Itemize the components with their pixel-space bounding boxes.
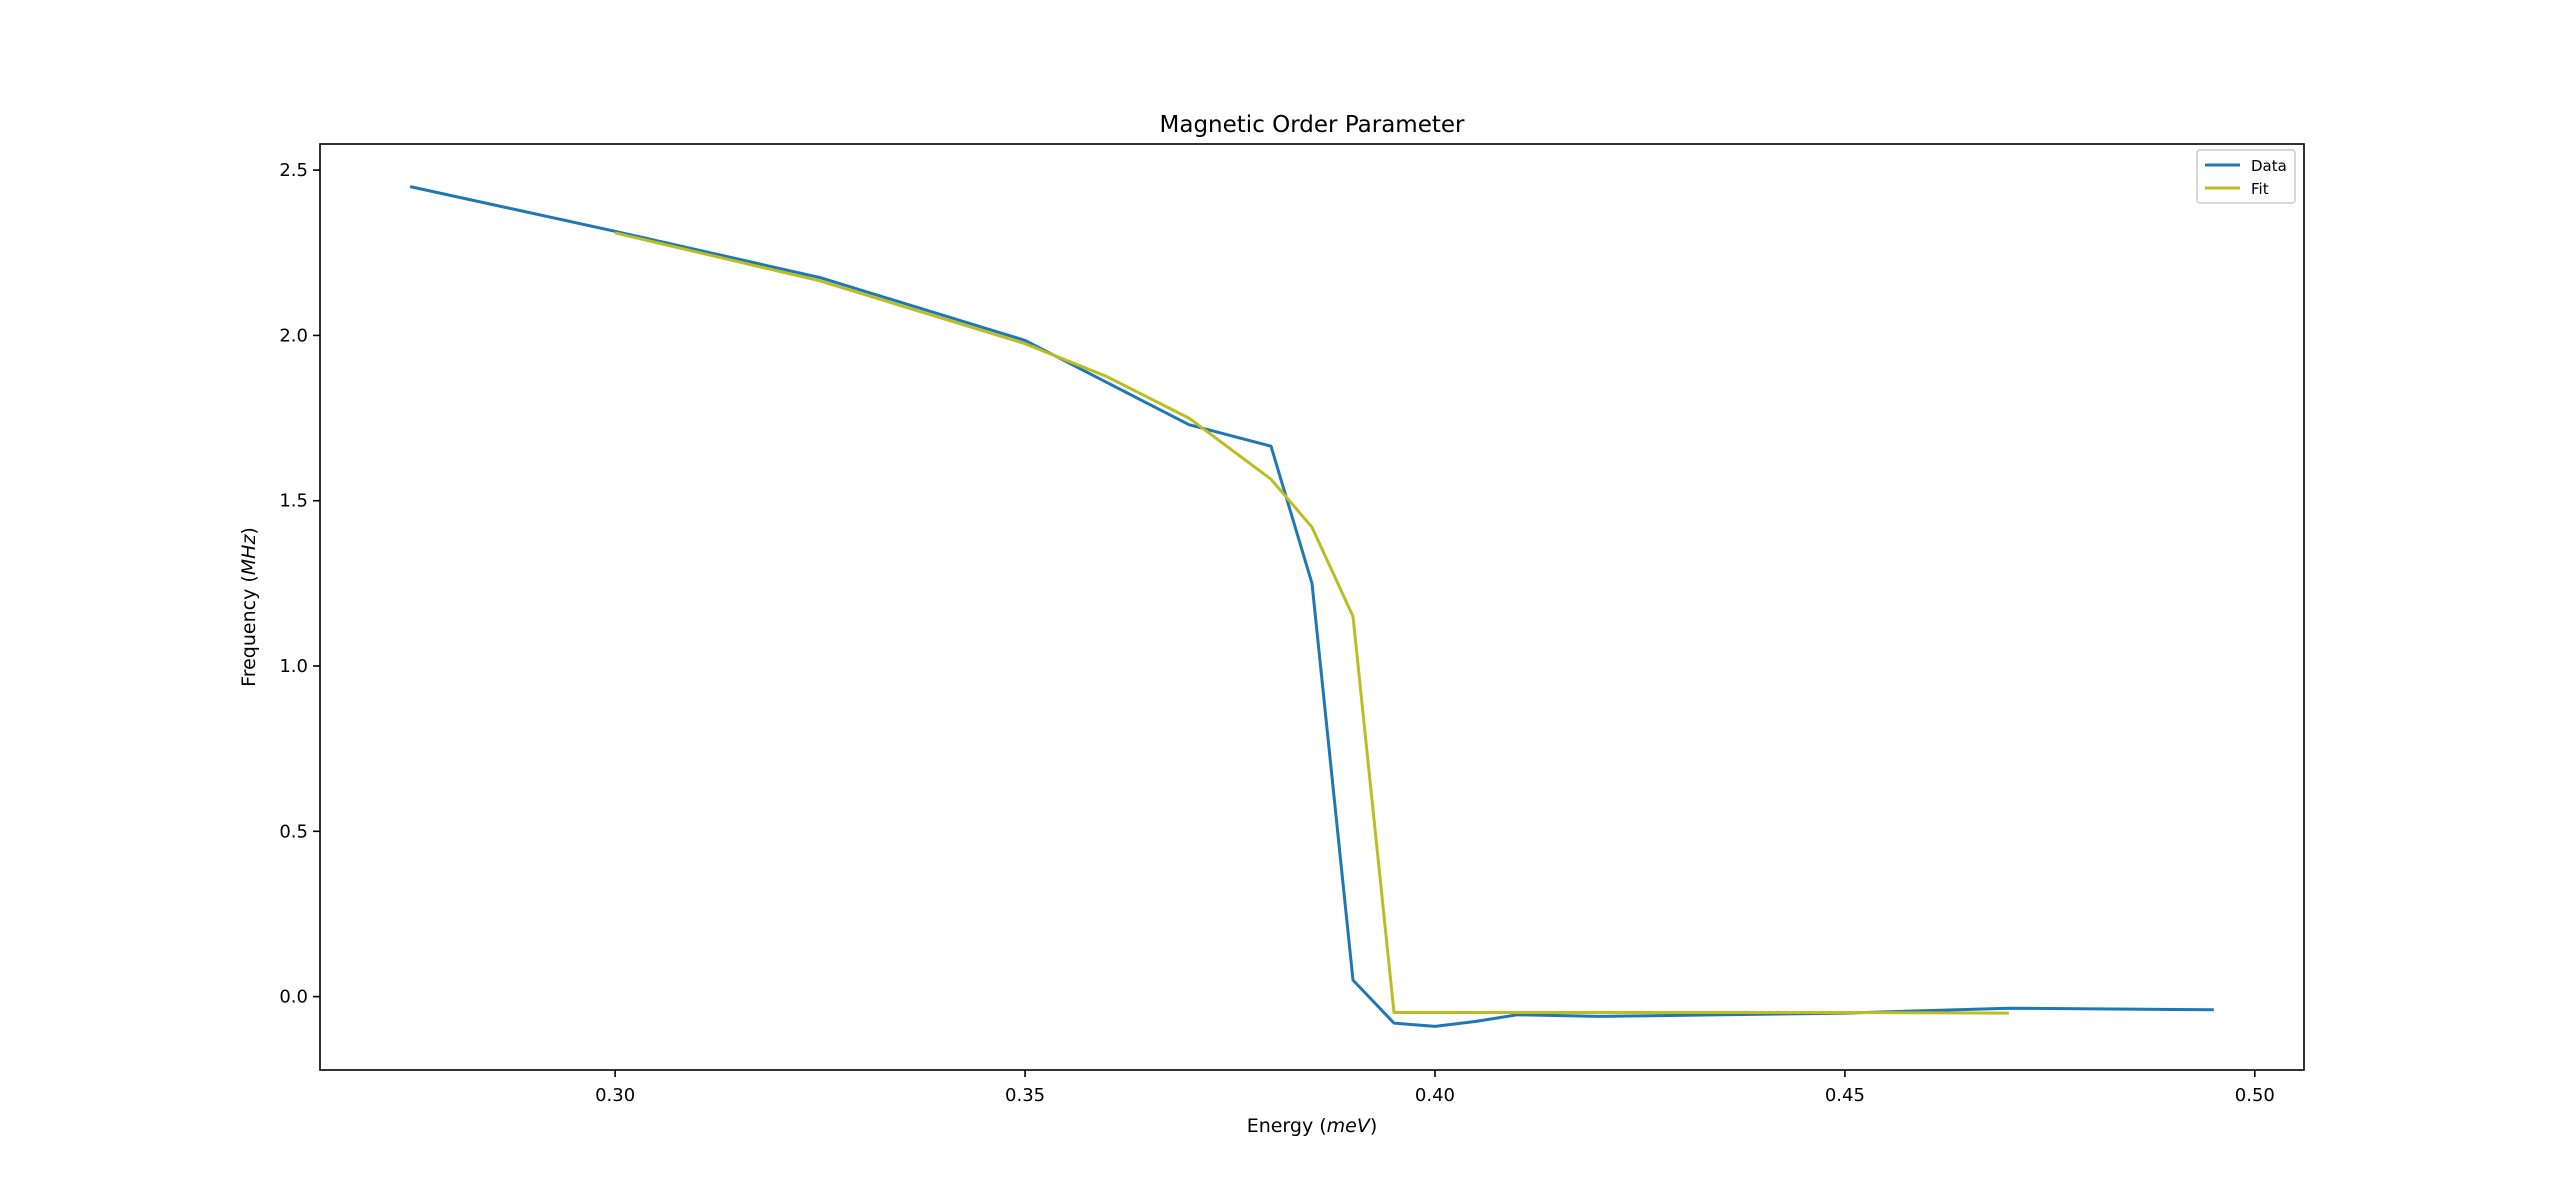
y-tick-label: 1.0 — [279, 656, 308, 677]
plot-area — [319, 143, 2305, 1071]
x-tick-label: 0.30 — [595, 1085, 635, 1106]
y-tick-label: 2.5 — [279, 160, 308, 181]
legend: Data Fit — [2196, 149, 2296, 204]
y-tick-label: 0.0 — [279, 987, 308, 1008]
y-tick-label: 0.5 — [279, 821, 308, 842]
axes-frame — [319, 143, 2305, 1071]
x-tick-label: 0.45 — [1825, 1085, 1865, 1106]
y-axis-label: Frequency (MHz) — [238, 527, 260, 687]
x-tick-label: 0.35 — [1005, 1085, 1045, 1106]
y-tick-label: 1.5 — [279, 491, 308, 512]
y-axis: 0.0 0.5 1.0 1.5 2.0 2.5 — [279, 160, 320, 1008]
series-line-fit — [614, 231, 2009, 1015]
x-tick-label: 0.40 — [1415, 1085, 1455, 1106]
legend-label-fit: Fit — [2251, 180, 2269, 198]
x-axis-label: Energy (meV) — [1247, 1115, 1378, 1137]
legend-frame — [2196, 149, 2296, 204]
y-tick-label: 2.0 — [279, 325, 308, 346]
chart-title: Magnetic Order Parameter — [1160, 112, 1466, 138]
legend-label-data: Data — [2251, 157, 2287, 175]
x-axis: 0.30 0.35 0.40 0.45 0.50 — [595, 1070, 2275, 1106]
series-line-data — [409, 185, 2214, 1028]
x-tick-label: 0.50 — [2235, 1085, 2275, 1106]
